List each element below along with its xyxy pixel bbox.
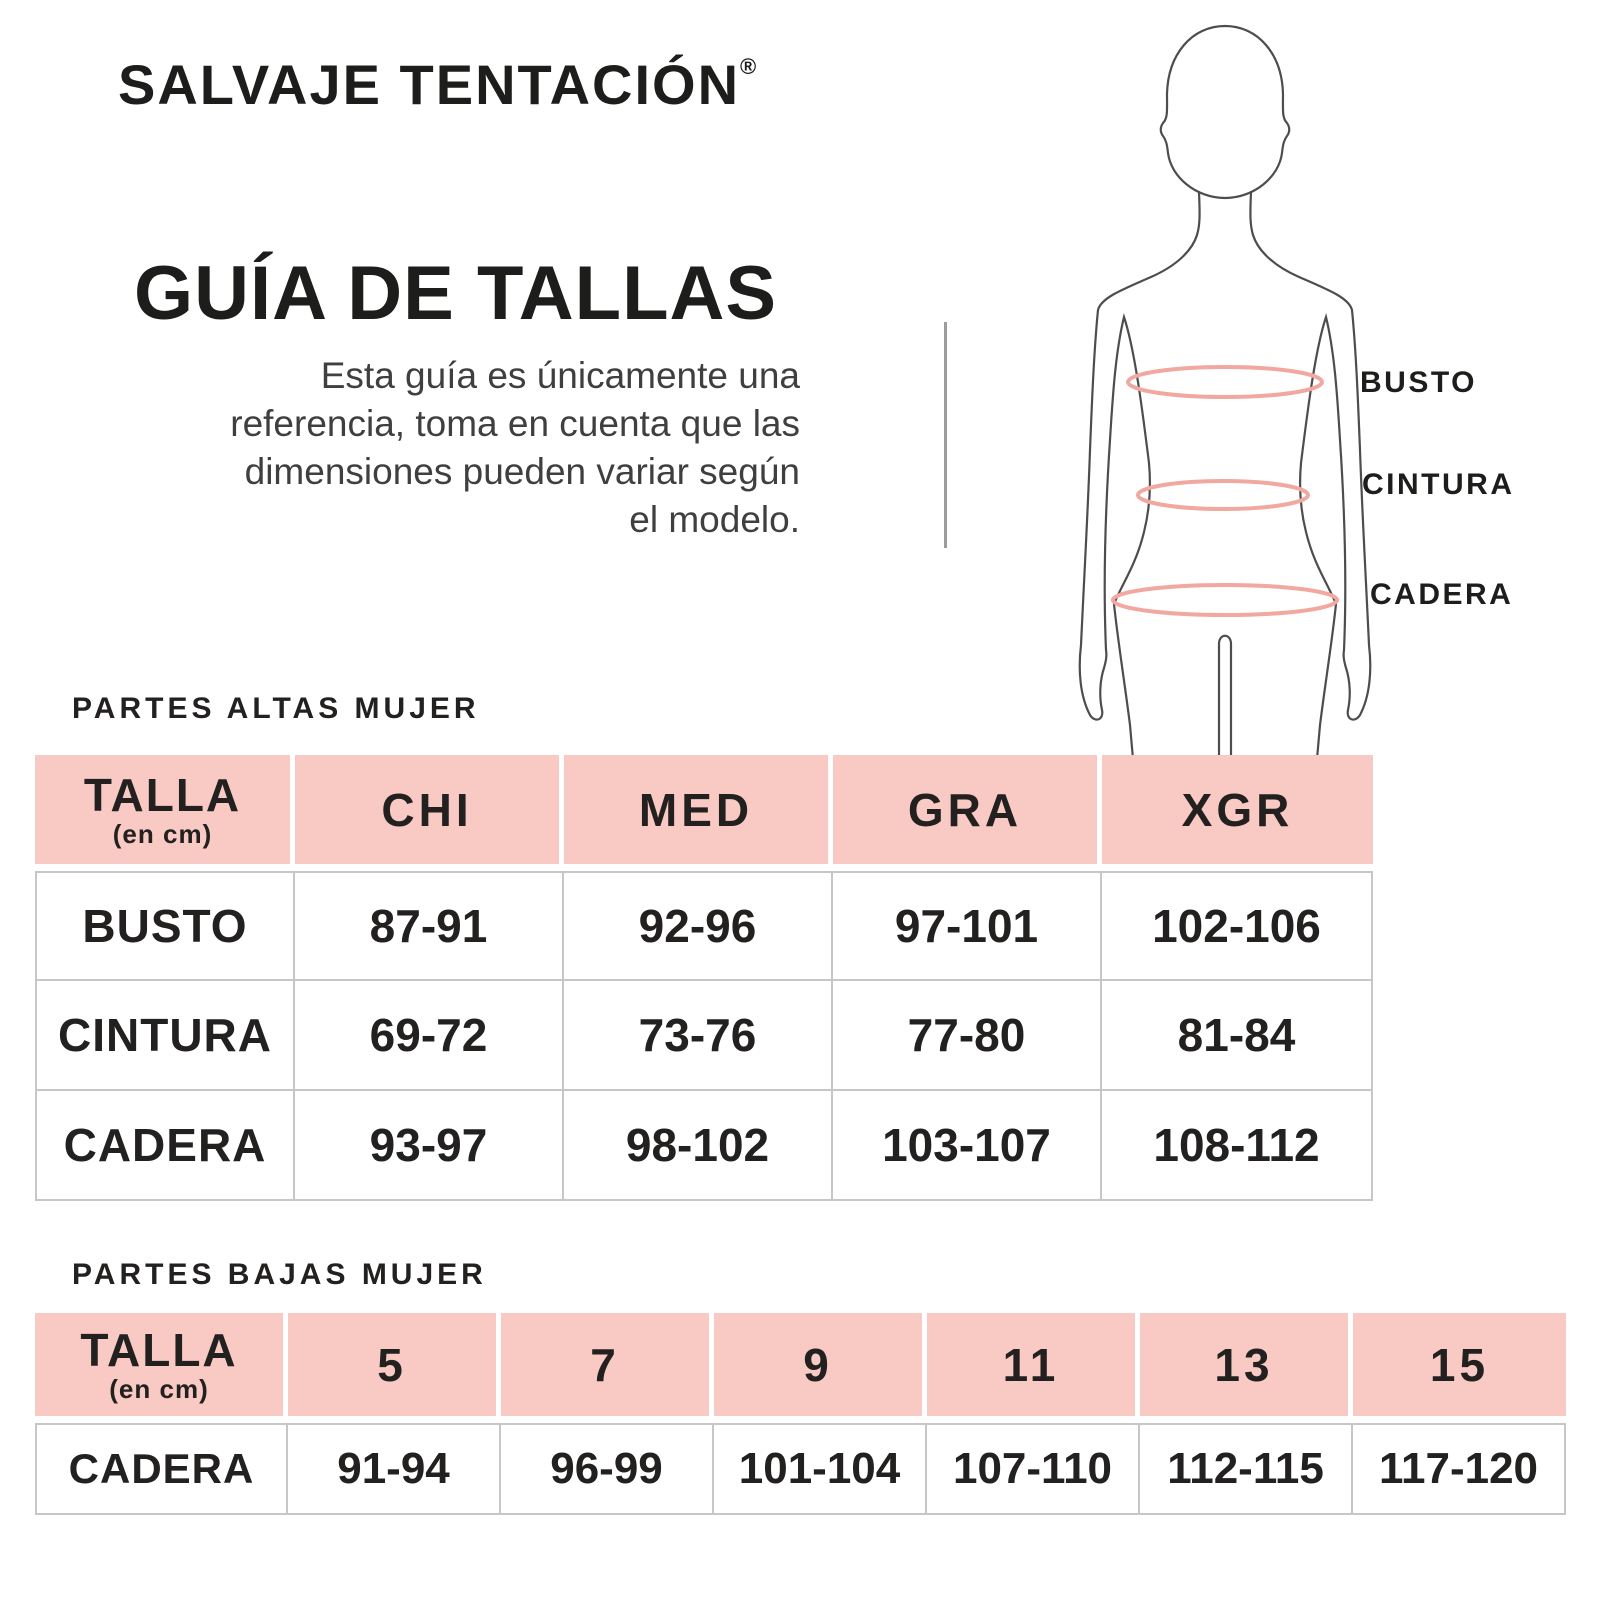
waist-measure-ellipse [1136,479,1310,511]
page-title: GUÍA DE TALLAS [134,251,778,336]
hip-measure-ellipse [1111,583,1339,617]
cadera-med: 98-102 [564,1091,833,1201]
table-row: CADERA 93-97 98-102 103-107 108-112 [35,1091,1373,1201]
talla-unit: (en cm) [112,818,213,849]
tops-header-row: TALLA (en cm) CHI MED GRA XGR [35,755,1373,871]
body-outline-right [1249,190,1372,760]
row-label-cadera: CADERA [35,1091,295,1201]
cintura-med: 73-76 [564,981,833,1091]
vertical-divider [944,322,947,548]
cadera-11: 107-110 [927,1423,1140,1515]
section-title-tops: PARTES ALTAS MUJER [72,692,480,725]
bust-label: BUSTO [1360,366,1477,399]
row-label-cintura: CINTURA [35,981,295,1091]
legs-gap-outline [1217,634,1233,760]
bottoms-size-7: 7 [501,1313,714,1423]
tops-size-gra: GRA [833,755,1102,871]
brand-name: SALVAJE TENTACIÓN [118,53,741,116]
cintura-xgr: 81-84 [1102,981,1373,1091]
table-row: CINTURA 69-72 73-76 77-80 81-84 [35,981,1373,1091]
tops-size-table: TALLA (en cm) CHI MED GRA XGR BUSTO 87-9… [35,755,1373,1201]
bottoms-size-13: 13 [1140,1313,1353,1423]
bust-measure-ellipse [1126,365,1324,399]
table-row: CADERA 91-94 96-99 101-104 107-110 112-1… [35,1423,1566,1515]
tops-size-xgr: XGR [1102,755,1373,871]
talla-title: TALLA [83,768,242,821]
cadera-5: 91-94 [288,1423,501,1515]
section-title-bottoms: PARTES BAJAS MUJER [72,1258,487,1291]
cadera-chi: 93-97 [295,1091,564,1201]
bottoms-size-9: 9 [714,1313,927,1423]
row-label-busto: BUSTO [35,871,295,981]
cadera-7: 96-99 [501,1423,714,1515]
talla-title: TALLA [80,1323,238,1376]
table-row: BUSTO 87-91 92-96 97-101 102-106 [35,871,1373,981]
head-outline [1159,24,1291,200]
tops-size-chi: CHI [295,755,564,871]
talla-unit: (en cm) [109,1373,209,1404]
tops-header-talla: TALLA (en cm) [35,755,295,871]
body-outline-left [1078,190,1201,760]
bottoms-size-15: 15 [1353,1313,1566,1423]
busto-gra: 97-101 [833,871,1102,981]
silhouette-drawing [1078,24,1372,760]
registered-trademark-symbol: ® [740,54,757,79]
busto-xgr: 102-106 [1102,871,1373,981]
cintura-chi: 69-72 [295,981,564,1091]
cadera-15: 117-120 [1353,1423,1566,1515]
waist-label: CINTURA [1362,468,1515,501]
busto-med: 92-96 [564,871,833,981]
cadera-gra: 103-107 [833,1091,1102,1201]
busto-chi: 87-91 [295,871,564,981]
bottoms-header-row: TALLA (en cm) 5 7 9 11 13 15 [35,1313,1566,1423]
intro-paragraph: Esta guía es únicamente una referencia, … [230,355,800,540]
bottoms-header-talla: TALLA (en cm) [35,1313,288,1423]
tops-size-med: MED [564,755,833,871]
cadera-13: 112-115 [1140,1423,1353,1515]
brand-logo: SALVAJE TENTACIÓN® [118,52,756,117]
cadera-xgr: 108-112 [1102,1091,1373,1201]
hip-label: CADERA [1370,578,1514,611]
female-body-silhouette [1000,20,1450,760]
bottoms-size-11: 11 [927,1313,1140,1423]
cintura-gra: 77-80 [833,981,1102,1091]
row-label-cadera-bottoms: CADERA [35,1423,288,1515]
bottoms-size-table: TALLA (en cm) 5 7 9 11 13 15 CADERA 91-9… [35,1313,1566,1515]
cadera-9: 101-104 [714,1423,927,1515]
bottoms-size-5: 5 [288,1313,501,1423]
